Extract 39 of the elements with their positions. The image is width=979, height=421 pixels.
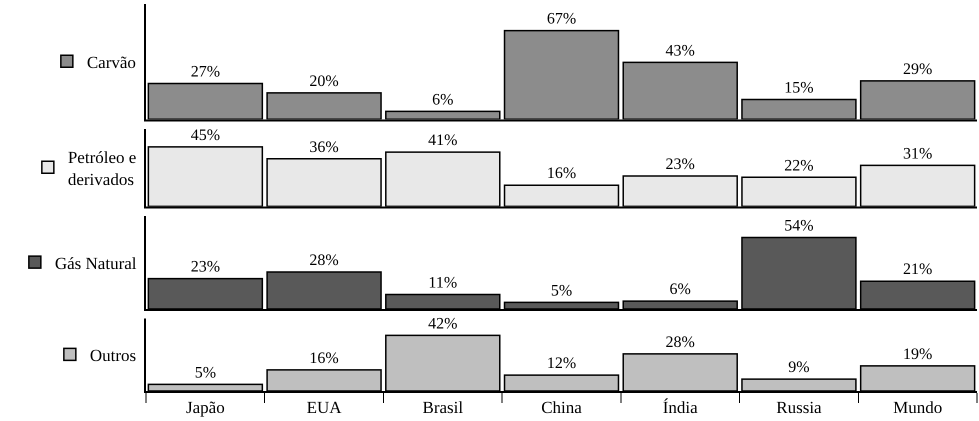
- data-label: 36%: [309, 138, 339, 156]
- legend-label: Carvão: [86, 52, 136, 72]
- data-label: 29%: [902, 60, 932, 78]
- x-tick-label: Índia: [662, 398, 698, 418]
- data-label: 11%: [428, 274, 458, 292]
- x-tick-label: Russia: [776, 398, 822, 418]
- x-tick-label: China: [541, 398, 582, 418]
- data-label: 22%: [784, 157, 814, 174]
- data-label: 5%: [194, 364, 216, 382]
- x-tick-label: EUA: [306, 398, 342, 418]
- data-label: 28%: [309, 252, 339, 269]
- data-label: 12%: [546, 355, 576, 372]
- legend-label: Gás Natural: [54, 254, 137, 273]
- legend-label: Petróleo e derivados: [68, 148, 136, 189]
- data-label: 27%: [190, 64, 220, 81]
- data-label: 6%: [432, 91, 454, 108]
- x-tick-label: Japão: [186, 398, 225, 418]
- x-tick-label: Brasil: [422, 398, 464, 418]
- legend-label: Outros: [90, 346, 136, 366]
- data-label: 45%: [190, 126, 220, 144]
- data-label: 23%: [666, 156, 695, 173]
- data-label: 28%: [666, 334, 695, 351]
- data-label: 54%: [784, 218, 814, 235]
- x-tick-label: Mundo: [893, 398, 942, 418]
- data-label: 5%: [550, 282, 572, 300]
- data-label: 42%: [428, 315, 458, 332]
- data-label: 31%: [902, 145, 932, 162]
- data-label: 21%: [902, 261, 932, 278]
- data-label: 19%: [902, 346, 932, 363]
- data-label: 43%: [666, 42, 695, 60]
- data-label: 9%: [788, 359, 810, 376]
- data-label: 16%: [546, 165, 576, 182]
- data-label: 16%: [309, 350, 339, 367]
- data-label: 67%: [546, 10, 576, 28]
- data-label: 15%: [784, 79, 814, 96]
- data-label: 41%: [428, 132, 458, 150]
- data-label: 6%: [670, 281, 691, 298]
- data-label: 23%: [190, 258, 220, 276]
- data-label: 20%: [309, 72, 339, 90]
